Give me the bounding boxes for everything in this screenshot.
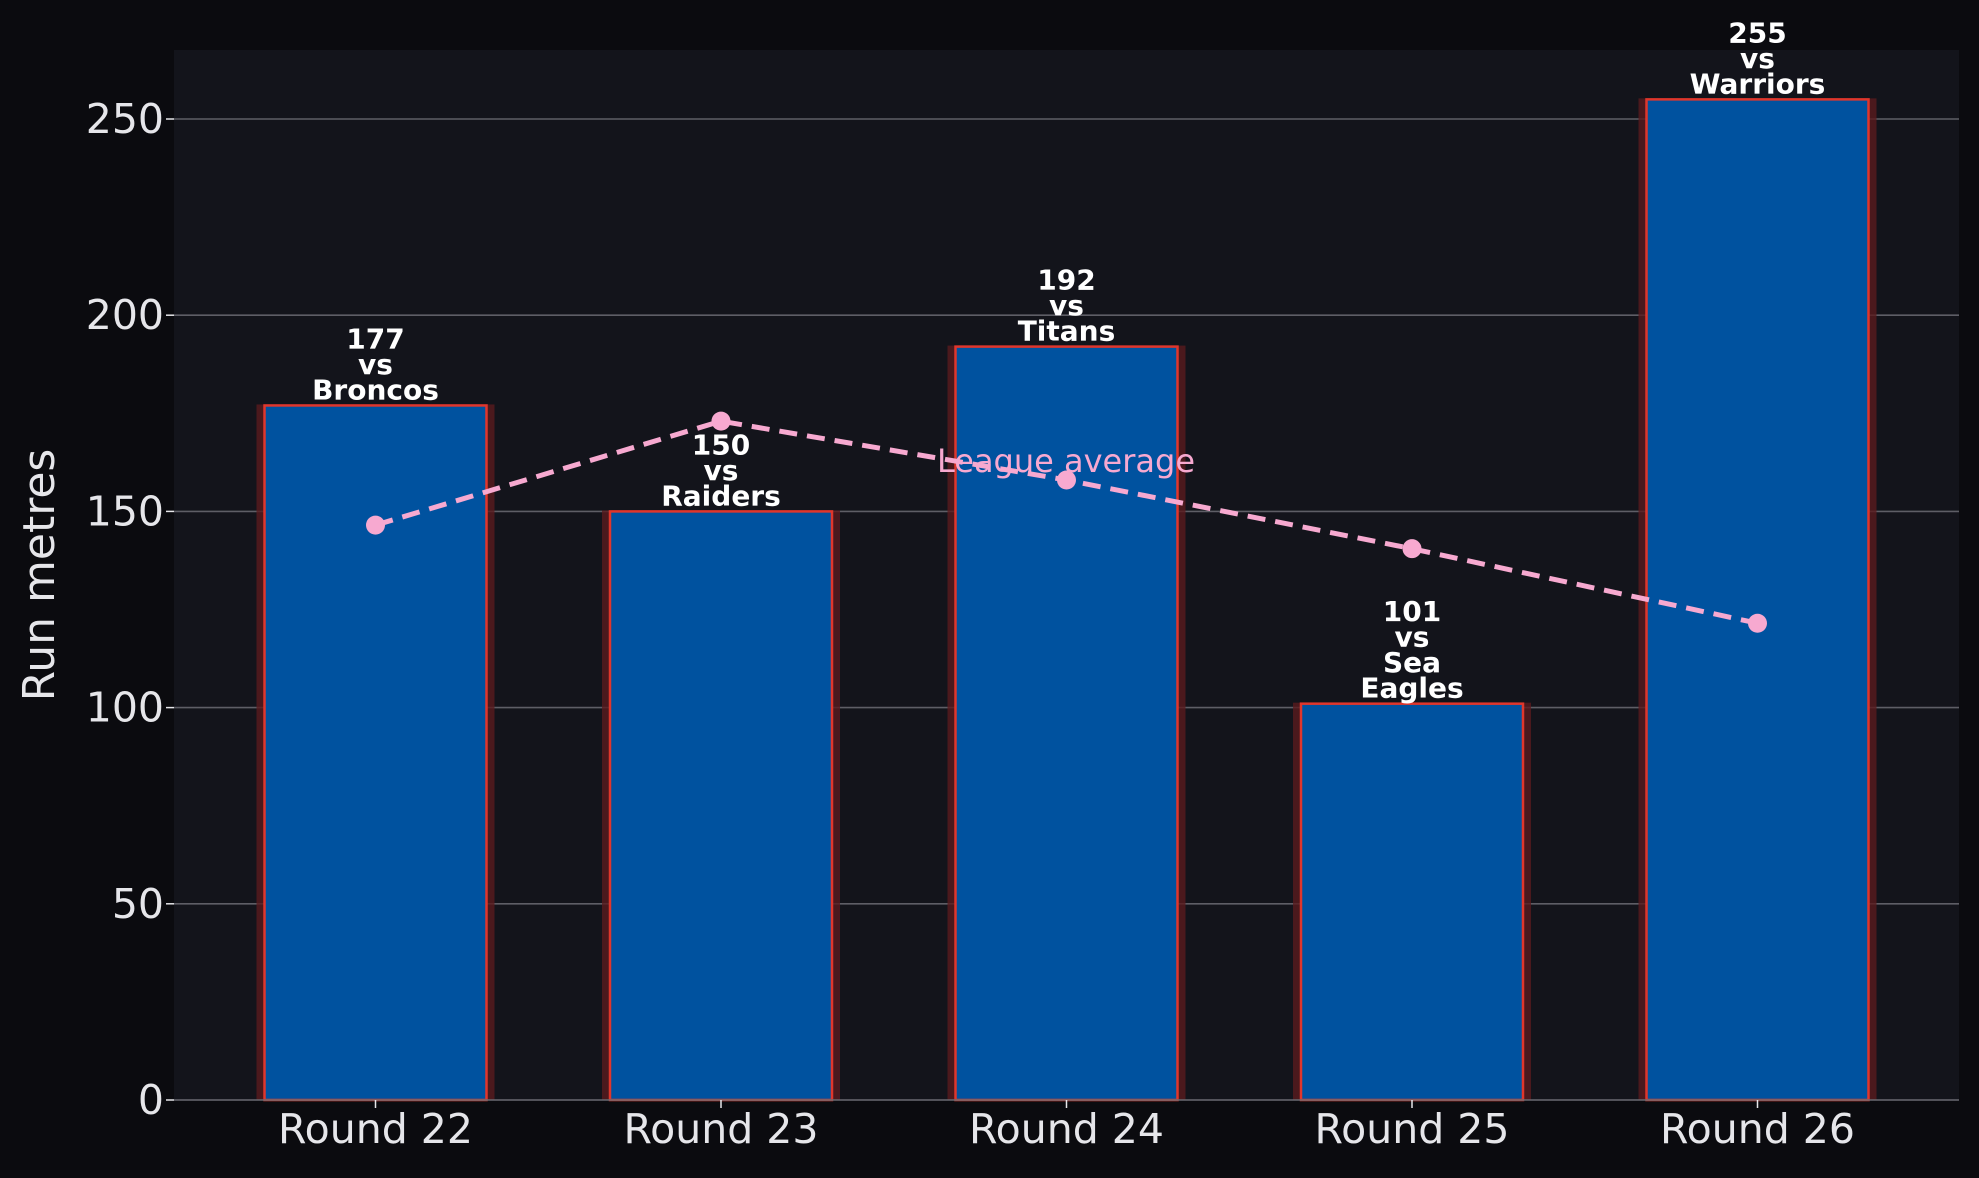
- league-average-point: [1402, 539, 1422, 559]
- bar-value-label: vs: [704, 454, 739, 487]
- y-tick-label: 250: [86, 95, 164, 143]
- league-average-point: [1748, 613, 1767, 633]
- x-tick-label: Round 23: [624, 1105, 819, 1153]
- bar-value-label: 177: [346, 322, 404, 355]
- bar-labels: 177vsBroncos150vsRaiders192vsTitans101vs…: [312, 16, 1825, 704]
- bar: [263, 404, 488, 1102]
- axes: 0 50 100 150 200 250 Round 22 Round 23 Round 24 R…: [86, 95, 1959, 1153]
- bar-value-label: Broncos: [312, 373, 439, 406]
- league-average-line: [366, 411, 1767, 633]
- y-tick-label: 50: [112, 880, 164, 928]
- x-tick-label: Round 24: [969, 1105, 1164, 1153]
- y-axis-label: Run metres: [14, 449, 65, 702]
- bar-value-label: Raiders: [661, 479, 781, 512]
- bar-value-label: Eagles: [1360, 672, 1463, 705]
- league-average-label: League average: [937, 442, 1195, 480]
- bar-value-label: Sea: [1383, 646, 1441, 679]
- bar: [1299, 702, 1525, 1102]
- bars: [256, 98, 1877, 1102]
- bar-value-label: 192: [1037, 264, 1095, 297]
- bar-value-label: Titans: [1018, 315, 1116, 348]
- league-average-point: [1057, 470, 1076, 490]
- y-tick-label: 100: [86, 684, 164, 732]
- league-average-point: [366, 515, 385, 535]
- y-tick-label: 150: [86, 487, 164, 535]
- league-average-point: [711, 411, 731, 431]
- bar-value-label: vs: [1049, 289, 1084, 322]
- bar-value-label: 150: [692, 428, 750, 461]
- bar-value-label: 101: [1383, 595, 1441, 628]
- bar: [1645, 98, 1870, 1102]
- bar-value-label: Warriors: [1690, 67, 1826, 100]
- bar: [608, 510, 834, 1102]
- bar-value-label: vs: [1395, 621, 1430, 654]
- bar-value-label: 255: [1728, 16, 1786, 49]
- y-tick-label: 0: [138, 1076, 164, 1124]
- bar-value-label: vs: [358, 348, 393, 381]
- bar-value-label: vs: [1740, 42, 1775, 75]
- x-tick-label: Round 22: [278, 1105, 473, 1153]
- y-tick-label: 200: [86, 291, 164, 339]
- x-tick-label: Round 26: [1660, 1105, 1855, 1153]
- x-tick-label: Round 25: [1315, 1105, 1510, 1153]
